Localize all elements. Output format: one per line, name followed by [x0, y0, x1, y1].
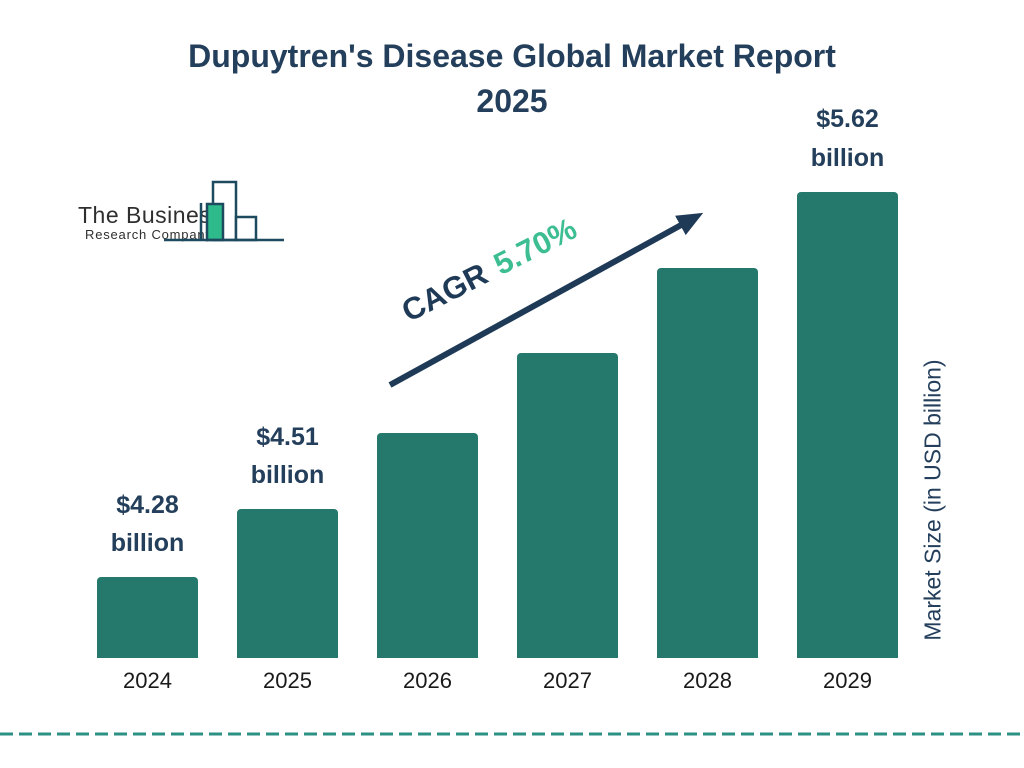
- bar-group-2029: $5.62 billion 2029: [797, 100, 898, 693]
- logo-name: The Business: [78, 202, 224, 228]
- bar-group-2025: $4.51 billion 2025: [237, 100, 338, 693]
- bar-value-label-2025: $4.51 billion: [250, 422, 325, 490]
- chart-title-line2: 2025: [476, 83, 548, 120]
- x-axis-label-2029: 2029: [823, 668, 872, 693]
- bar-2026: [377, 432, 478, 658]
- bottom-dashed-divider: [0, 732, 1024, 736]
- bar-value-label-2029: $5.62 billion: [810, 105, 885, 172]
- x-axis-label-2027: 2027: [543, 668, 592, 693]
- logo-bar-chart-icon: [164, 180, 284, 242]
- bar-2029: [797, 191, 898, 658]
- bars-area: $4.28 billion 2024 $4.51 billion 2025 2026 20…: [97, 100, 898, 693]
- bar-2027: [517, 353, 618, 658]
- x-axis-label-2025: 2025: [263, 668, 312, 693]
- logo-subname: Research Company: [85, 227, 213, 242]
- bar-group-2027: 2027: [517, 100, 618, 693]
- x-axis-label-2028: 2028: [683, 668, 732, 693]
- company-logo: The Business Research Company: [76, 178, 286, 244]
- x-axis-label-2024: 2024: [123, 668, 172, 693]
- chart-title-line1: Dupuytren's Disease Global Market Report: [188, 38, 836, 74]
- bar-value-label-2024: $4.28 billion: [110, 490, 185, 558]
- growth-arrow: [388, 212, 704, 388]
- bar-group-2024: $4.28 billion 2024: [97, 100, 198, 693]
- chart-title: Dupuytren's Disease Global Market Report…: [0, 34, 1024, 125]
- bar-group-2028: 2028: [657, 100, 758, 693]
- bar-2025: [237, 509, 338, 658]
- bar-2024: [97, 577, 198, 658]
- x-axis-label-2026: 2026: [403, 668, 452, 693]
- bar-group-2026: 2026: [377, 100, 478, 693]
- y-axis-label: Market Size (in USD billion): [919, 359, 946, 641]
- bar-2028: [657, 267, 758, 658]
